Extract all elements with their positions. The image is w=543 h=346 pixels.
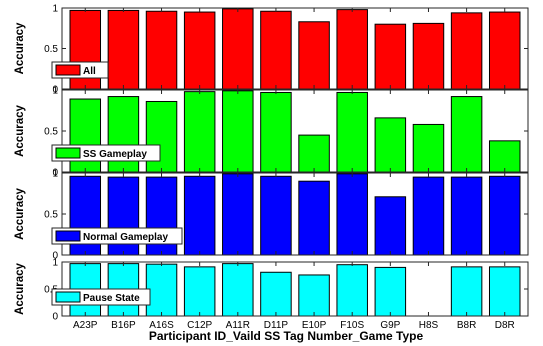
legend-label: All xyxy=(83,66,96,77)
y-tick-label: 0.5 xyxy=(44,44,58,55)
x-tick-label-F10S: F10S xyxy=(340,320,364,331)
bar-A16S xyxy=(145,10,178,90)
bar-H8S xyxy=(412,123,445,173)
bar-C12P xyxy=(183,175,216,256)
x-tick-label-B16P: B16P xyxy=(111,320,136,331)
y-tick-label: 0.5 xyxy=(44,285,58,296)
x-tick-label-G9P: G9P xyxy=(380,320,400,331)
y-tick-label: 0 xyxy=(52,312,58,323)
legend-swatch xyxy=(55,230,81,242)
bar-D11P xyxy=(260,10,292,90)
x-tick-label-D8R: D8R xyxy=(495,320,515,331)
bar-G9P xyxy=(374,23,407,90)
bar-E10P xyxy=(298,134,330,173)
y-tick-label: 0.5 xyxy=(44,127,58,138)
bar-D11P xyxy=(260,175,292,256)
y-tick-label: 0 xyxy=(52,168,58,179)
bar-A11R xyxy=(222,90,254,173)
bar-F10S xyxy=(336,173,368,256)
y-axis-label: Accuracy xyxy=(14,105,26,157)
bar-F10S xyxy=(336,9,368,90)
y-tick-label: 0 xyxy=(52,251,58,262)
x-tick-label-A23P: A23P xyxy=(73,320,98,331)
bar-G9P xyxy=(374,117,407,173)
chart-panel-4: 0 0.5 1 Accuracy Pause State A23P B16P A16S C12P… xyxy=(14,258,529,331)
y-axis-label: Accuracy xyxy=(14,263,26,315)
x-tick-label-E10P: E10P xyxy=(302,320,327,331)
legend-label: Pause State xyxy=(83,293,140,304)
bar-H8S xyxy=(412,176,445,256)
bar-B8R xyxy=(450,96,483,173)
x-tick-label-A16S: A16S xyxy=(149,320,174,331)
x-axis-label: Participant ID_Vaild SS Tag Number_Game … xyxy=(149,329,424,343)
x-tick-label-C12P: C12P xyxy=(187,320,212,331)
bar-B16P xyxy=(107,9,140,90)
x-tick-label-D11P: D11P xyxy=(264,320,289,331)
chart-panel-3: 0 0.5 1 Accuracy Normal Gameplay xyxy=(14,169,529,262)
y-tick-label: 1 xyxy=(52,258,58,269)
bar-A11R xyxy=(222,8,254,90)
bar-G9P xyxy=(374,196,407,256)
panels: 0 0.5 1 Accuracy All 0 0.5 1 Accuracy SS Gameplay… xyxy=(14,4,529,331)
y-tick-label: 1 xyxy=(52,4,58,15)
bar-C12P xyxy=(183,266,216,317)
chart-panel-1: 0 0.5 1 Accuracy All xyxy=(14,4,529,96)
y-tick-label: 0 xyxy=(52,85,58,96)
bar-C12P xyxy=(183,91,216,173)
bar-D8R xyxy=(488,175,521,256)
bar-E10P xyxy=(298,274,330,317)
legend xyxy=(51,227,183,245)
bar-E10P xyxy=(298,180,330,256)
x-tick-label-H8S: H8S xyxy=(419,320,439,331)
bar-B8R xyxy=(450,266,483,317)
y-tick-label: 1 xyxy=(52,86,58,97)
bar-C12P xyxy=(183,11,216,90)
legend-label: SS Gameplay xyxy=(83,149,147,160)
bar-D11P xyxy=(260,271,292,317)
x-tick-label-A11R: A11R xyxy=(226,320,250,331)
bar-G9P xyxy=(374,266,407,317)
bar-A16S xyxy=(145,263,178,317)
y-axis-label: Accuracy xyxy=(14,188,26,240)
bar-A11R xyxy=(222,173,254,256)
bar-B8R xyxy=(450,176,483,256)
bar-D8R xyxy=(488,266,521,317)
bar-D8R xyxy=(488,11,521,90)
chart-panel-2: 0 0.5 1 Accuracy SS Gameplay xyxy=(14,86,529,179)
y-axis-label: Accuracy xyxy=(14,22,26,74)
y-tick-label: 0.5 xyxy=(44,210,58,221)
legend-swatch xyxy=(55,147,81,159)
bar-E10P xyxy=(298,21,330,90)
bar-D8R xyxy=(488,140,521,173)
bar-F10S xyxy=(336,91,368,173)
x-tick-label-B8R: B8R xyxy=(457,320,476,331)
bar-A11R xyxy=(222,263,254,317)
y-tick-label: 1 xyxy=(52,169,58,180)
legend-label: Normal Gameplay xyxy=(83,232,168,243)
bar-B8R xyxy=(450,12,483,90)
legend-swatch xyxy=(55,291,81,303)
bar-D11P xyxy=(260,91,292,173)
bar-H8S xyxy=(412,22,445,90)
bar-F10S xyxy=(336,264,368,317)
legend-swatch xyxy=(55,64,81,76)
